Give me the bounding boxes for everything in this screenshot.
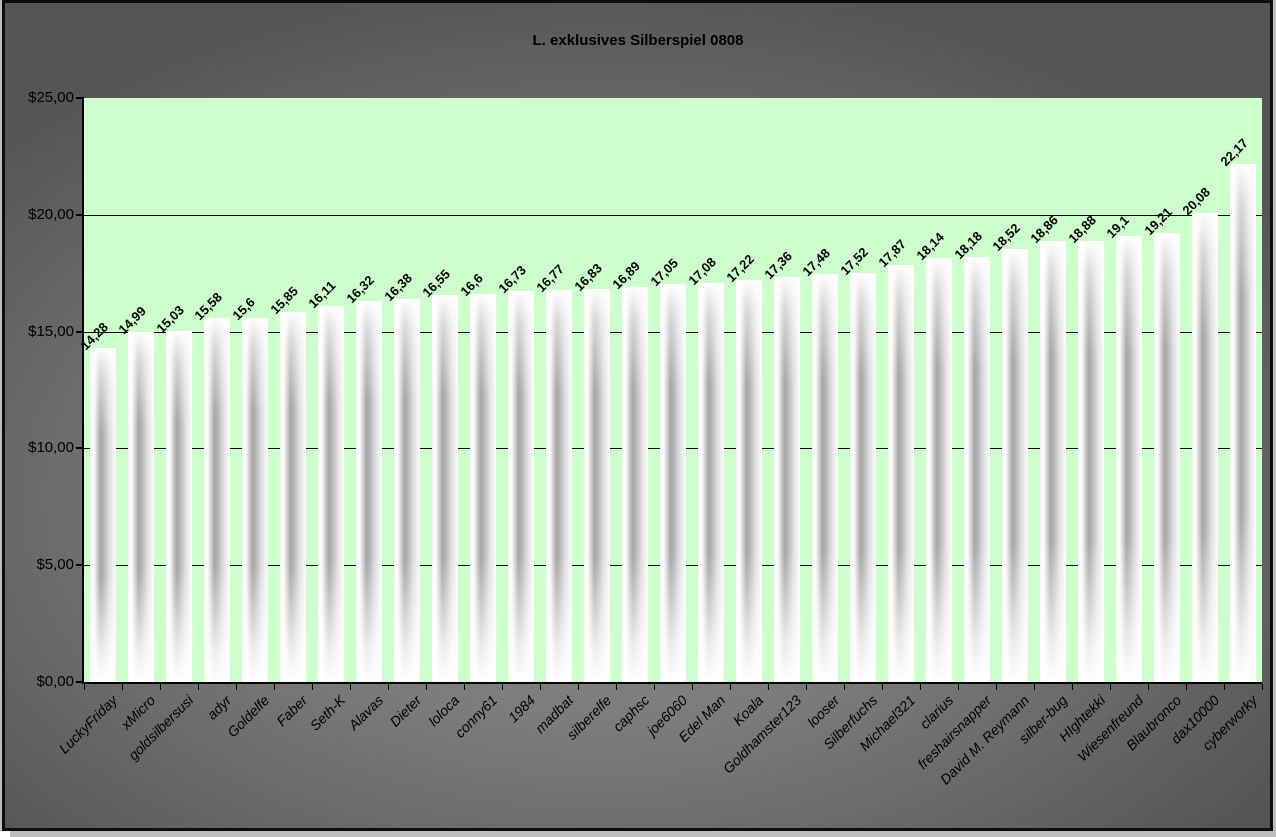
y-axis-label: $10,00 (28, 439, 74, 457)
x-axis-tick (882, 684, 883, 690)
y-axis-label: $25,00 (28, 89, 74, 106)
x-axis-tick (1110, 684, 1111, 690)
bar (584, 288, 610, 682)
x-axis-tick (578, 684, 579, 690)
x-axis-tick (274, 684, 275, 690)
x-axis-tick (996, 684, 997, 690)
plot-area: 14,28 14,99 15,03 15,58 15,6 15,85 16,11 16,32 1… (77, 98, 1262, 682)
bar (90, 348, 116, 682)
x-axis-tick (958, 684, 959, 690)
y-axis-label: $15,00 (28, 322, 74, 340)
bar (1078, 241, 1104, 682)
x-axis-tick (426, 684, 427, 690)
bar (660, 283, 686, 682)
x-axis-tick (502, 684, 503, 690)
x-axis-tick (920, 684, 921, 690)
bar (1192, 212, 1218, 682)
x-axis-tick (1224, 684, 1225, 690)
bar (318, 305, 344, 682)
x-axis-tick (768, 684, 769, 690)
x-axis-tick (806, 684, 807, 690)
x-axis-tick (540, 684, 541, 690)
bar (1116, 235, 1142, 682)
bar (280, 311, 306, 682)
y-axis-tick (76, 97, 84, 99)
x-axis-tick (1262, 684, 1263, 690)
y-axis-label: $0,00 (36, 673, 74, 690)
bar (394, 299, 420, 682)
bar (166, 330, 192, 682)
bar (1230, 164, 1256, 682)
bar (774, 276, 800, 682)
y-axis-line (82, 98, 84, 684)
bar (926, 258, 952, 682)
bar (546, 290, 572, 682)
y-axis-label: $20,00 (28, 205, 74, 223)
x-axis-tick (350, 684, 351, 690)
bar (204, 318, 230, 682)
y-axis-tick (76, 447, 84, 450)
x-axis-tick (160, 684, 161, 690)
x-axis-tick (1186, 684, 1187, 690)
bar (888, 264, 914, 682)
bar (356, 300, 382, 682)
bar (470, 294, 496, 682)
x-axis-tick (692, 684, 693, 690)
x-axis-tick (312, 684, 313, 690)
x-axis-tick (1148, 684, 1149, 690)
x-axis-tick (122, 684, 123, 690)
bar (812, 273, 838, 682)
bar (508, 291, 534, 682)
x-axis-tick (388, 684, 389, 690)
bar (622, 287, 648, 682)
bar (1002, 249, 1028, 682)
x-axis-tick (730, 684, 731, 690)
y-axis-tick (76, 564, 84, 567)
bar (242, 317, 268, 682)
y-axis-label: $5,00 (36, 556, 74, 574)
bar (964, 257, 990, 682)
y-axis-tick (76, 330, 84, 333)
bar (1040, 241, 1066, 682)
chart-title: L. exklusives Silberspiel 0808 (532, 32, 744, 49)
x-axis-tick (616, 684, 617, 690)
x-axis-tick (1072, 684, 1073, 690)
bar (1154, 233, 1180, 682)
bar (128, 331, 154, 682)
bar (850, 272, 876, 682)
y-axis-tick (76, 681, 84, 683)
x-axis-tick (844, 684, 845, 690)
x-axis-tick (464, 684, 465, 690)
bar (698, 283, 724, 682)
bar (432, 295, 458, 682)
bar (736, 279, 762, 682)
gridline (84, 214, 1262, 216)
x-axis-tick (236, 684, 237, 690)
x-axis-tick (84, 684, 85, 690)
x-axis-tick (1034, 684, 1035, 690)
x-axis-tick (198, 684, 199, 690)
x-axis-tick (654, 684, 655, 690)
x-axis-line (82, 682, 1262, 684)
y-axis-tick (76, 213, 84, 216)
corner-notch (0, 831, 10, 837)
